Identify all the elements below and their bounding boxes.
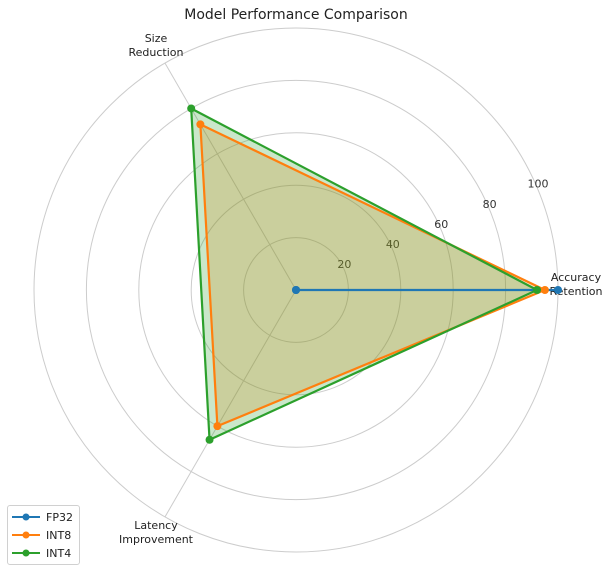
series-fill-int4 xyxy=(191,108,538,440)
axis-label-line: Retention xyxy=(549,285,602,298)
axis-label-line: Improvement xyxy=(119,533,194,546)
axis-label-line: Reduction xyxy=(129,46,184,59)
axis-spoke xyxy=(164,62,297,291)
radial-tick-label: 60 xyxy=(434,218,448,231)
data-point-int8 xyxy=(196,120,205,129)
radial-tick-label: 100 xyxy=(528,178,549,191)
data-point-fp32 xyxy=(554,286,562,294)
legend-item-fp32: FP32 xyxy=(12,508,73,526)
data-point-int8 xyxy=(213,422,222,431)
data-point-int8 xyxy=(540,286,549,294)
legend-label-int4: INT4 xyxy=(46,546,72,560)
axis-labels: Accuracy Retention Size Reduction Latency Imp… xyxy=(119,32,603,546)
legend-marker-int8 xyxy=(12,531,40,539)
legend-marker-int4 xyxy=(12,549,40,557)
series-line-int8 xyxy=(199,123,547,428)
series-line-int4 xyxy=(190,107,539,441)
radial-tick-labels: 20 40 60 80 100 xyxy=(337,178,548,271)
radial-tick-label: 20 xyxy=(337,258,351,271)
axis-label-line: Size xyxy=(145,32,168,45)
series-layer xyxy=(187,104,562,444)
axis-label-line: Latency xyxy=(134,519,178,532)
data-point-int4 xyxy=(205,435,214,444)
data-point-int4 xyxy=(187,104,196,113)
series-fill-int8 xyxy=(200,124,545,427)
data-point-fp32 xyxy=(292,286,300,294)
radial-tick-label: 40 xyxy=(386,238,400,251)
legend-label-int8: INT8 xyxy=(46,528,72,542)
axis-label: Size Reduction xyxy=(129,32,184,59)
legend-item-int4: INT4 xyxy=(12,544,73,562)
chart-title: Model Performance Comparison xyxy=(184,7,407,23)
legend-marker-fp32 xyxy=(12,513,40,521)
legend-item-int8: INT8 xyxy=(12,526,73,544)
axis-spoke xyxy=(164,289,297,518)
legend: FP32 INT8 INT4 xyxy=(7,505,80,565)
axis-label-line: Accuracy xyxy=(551,271,602,284)
axis-label: Accuracy Retention xyxy=(549,271,602,298)
axis-label: Latency Improvement xyxy=(119,519,194,546)
legend-label-fp32: FP32 xyxy=(46,510,73,524)
radial-tick-label: 80 xyxy=(483,198,497,211)
data-point-int4 xyxy=(533,286,542,294)
